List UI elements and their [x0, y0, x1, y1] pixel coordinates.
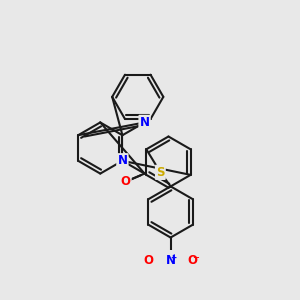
Text: −: −	[192, 253, 199, 262]
Text: +: +	[170, 253, 176, 262]
Text: O: O	[187, 254, 197, 267]
Text: N: N	[166, 254, 176, 267]
Text: N: N	[117, 154, 128, 167]
Text: O: O	[144, 254, 154, 267]
Text: N: N	[140, 116, 150, 129]
Text: S: S	[156, 166, 165, 179]
Text: O: O	[121, 175, 130, 188]
